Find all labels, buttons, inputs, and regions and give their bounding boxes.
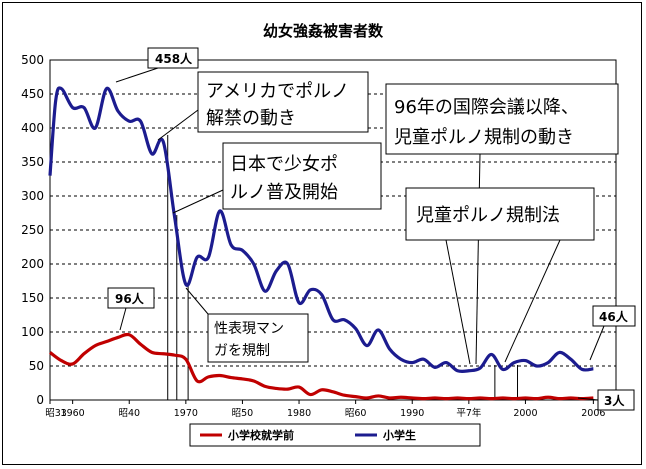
callouts: 458人 96人 46人 3人 アメリカでポルノ解禁の動き日本で少女ポルノ普及開始性表現…	[107, 47, 636, 411]
annotation-us-line1: アメリカでポルノ	[206, 81, 349, 102]
x-tick-label: 1970	[174, 408, 198, 419]
x-tick-label: 2006	[581, 408, 605, 419]
x-tick-label: 1980	[287, 408, 311, 419]
annotation-box-intl	[385, 83, 619, 155]
y-tick-label: 100	[21, 325, 44, 339]
annotation-us-line2: 解禁の動き	[206, 108, 296, 129]
y-tick-label: 200	[21, 257, 44, 271]
y-tick-label: 250	[21, 223, 44, 237]
legend-label-elementary: 小学生	[382, 428, 416, 442]
legend: 小学校就学前 小学生	[189, 423, 481, 447]
x-tick-label: 昭60	[345, 408, 367, 419]
callout-pointer	[172, 189, 224, 214]
annotation-manga-line2: ガを規制	[214, 343, 270, 359]
event-lines	[167, 135, 519, 400]
annotation-box-law	[405, 187, 595, 241]
x-tick-label: 平7年	[456, 407, 482, 419]
x-tick-label: 1990	[400, 408, 424, 419]
peak-label-box-96	[107, 287, 155, 309]
x-tick-label: 1960	[61, 408, 85, 419]
callout-pointer	[577, 397, 599, 401]
peak-label-box-46	[592, 305, 636, 327]
annotation-box-us	[197, 71, 369, 133]
annotation-box-manga	[207, 313, 309, 363]
callout-pointer	[119, 307, 127, 331]
legend-label-preschool: 小学校就学前	[227, 428, 294, 442]
peak-label-box-458	[147, 47, 199, 69]
chart-title: 幼女強姦被害者数	[263, 22, 384, 40]
x-tick-label: 昭40	[118, 408, 140, 419]
y-tick-label: 350	[21, 155, 44, 169]
legend-box	[189, 423, 481, 447]
annotation-intl-line1: 96年の国際会議以降、	[394, 97, 579, 118]
callout-pointer	[157, 109, 199, 141]
annotation-jp-line1: 日本で少女ポ	[230, 154, 338, 175]
y-tick-label: 300	[21, 189, 44, 203]
y-tick-label: 400	[21, 121, 44, 135]
x-tick-label: 昭50	[232, 408, 254, 419]
peak-label-458: 458人	[155, 51, 193, 66]
callout-pointer	[115, 67, 159, 83]
annotation-intl-line2: 児童ポルノ規制の動き	[394, 127, 574, 148]
y-tick-label: 450	[21, 87, 44, 101]
series-line-preschool	[49, 332, 594, 401]
x-tick-label: 昭33	[45, 408, 67, 419]
annotation-box-jp	[222, 142, 382, 210]
y-tick-label: 50	[29, 359, 44, 373]
peak-label-46: 46人	[599, 309, 629, 324]
callout-pointer	[445, 239, 471, 365]
series-lines	[48, 86, 594, 401]
plot-area	[49, 59, 617, 401]
x-tick-label: 2000	[513, 408, 537, 419]
axes	[49, 59, 617, 401]
y-tick-labels: 0 50 100 150 200 250 300 350 400 450 500	[21, 53, 44, 407]
peak-label-96: 96人	[115, 291, 145, 306]
peak-label-3: 3人	[604, 393, 625, 408]
y-tick-label: 150	[21, 291, 44, 305]
callout-pointer	[504, 239, 561, 363]
callout-pointer	[185, 287, 209, 315]
annotation-law-line1: 児童ポルノ規制法	[416, 205, 560, 226]
annotation-manga-line1: 性表現マン	[214, 321, 284, 337]
y-tick-label: 500	[21, 53, 44, 67]
series-line-elementary	[48, 86, 594, 374]
callout-pointer	[589, 325, 605, 361]
y-tick-label: 0	[36, 393, 44, 407]
annotation-jp-line2: ルノ普及開始	[230, 182, 338, 203]
